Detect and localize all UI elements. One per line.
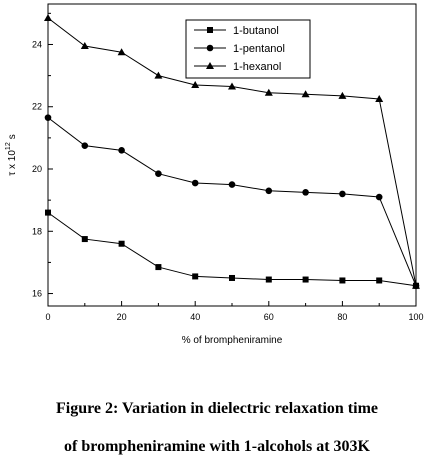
y-tick-label: 18 (32, 226, 42, 236)
data-point-triangle (206, 62, 214, 69)
x-tick-label: 80 (337, 312, 347, 322)
data-point-square (207, 27, 213, 33)
x-tick-label: 0 (45, 312, 50, 322)
data-point-square (265, 276, 272, 283)
series-layer (44, 14, 420, 290)
data-point-triangle (375, 94, 384, 102)
data-point-circle (206, 44, 214, 52)
x-tick-label: 20 (117, 312, 127, 322)
data-point-square (81, 236, 88, 243)
data-point-triangle (117, 48, 126, 56)
legend: 1-butanol 1-pentanol 1-hexanol (185, 19, 311, 79)
legend-label: 1-hexanol (233, 61, 281, 73)
y-tick-label: 20 (32, 164, 42, 174)
data-point-square (376, 277, 383, 284)
data-point-circle (265, 187, 273, 195)
ticks-layer: 0 20 40 60 80 100 16 18 20 22 24 (32, 12, 424, 322)
data-point-square (192, 273, 199, 280)
data-point-circle (81, 142, 89, 149)
data-point-square (155, 264, 162, 271)
y-tick-label: 24 (32, 39, 42, 49)
data-point-circle (375, 193, 383, 201)
y-axis-title-exponent: 12 (5, 142, 12, 150)
y-tick-label: 22 (32, 102, 42, 112)
figure-caption-line-2: of brompheniramine with 1-alcohols at 30… (64, 438, 370, 455)
figure-caption-line-1: Figure 2: Variation in dielectric relaxa… (55, 400, 379, 417)
series-line (47, 212, 417, 287)
series-line (47, 117, 417, 286)
legend-label: 1-butanol (233, 25, 279, 37)
legend-label: 1-pentanol (233, 43, 285, 55)
y-tick-label: 16 (32, 289, 42, 299)
y-axis-title: τ x 1012 s (5, 134, 18, 175)
series-1-pentanol (44, 114, 420, 290)
data-point-circle (155, 170, 162, 177)
data-point-square (118, 240, 125, 247)
x-tick-label: 60 (264, 312, 274, 322)
data-point-circle (191, 179, 199, 187)
x-tick-label: 100 (408, 312, 423, 322)
data-point-triangle (80, 42, 89, 50)
y-axis-title-main: τ x 10 (7, 150, 18, 176)
data-point-triangle (228, 82, 236, 90)
series-1-hexanol (44, 14, 420, 289)
data-point-circle (118, 147, 125, 154)
data-point-square (45, 209, 51, 216)
data-point-triangle (264, 88, 273, 96)
series-1-butanol (45, 209, 419, 289)
data-point-square (229, 274, 235, 281)
data-point-square (302, 276, 309, 283)
data-point-triangle (301, 90, 310, 98)
x-axis-title: % of brompheniramine (182, 335, 283, 346)
data-point-triangle (44, 14, 52, 22)
data-point-circle (339, 190, 346, 198)
x-tick-label: 40 (190, 312, 200, 322)
data-point-triangle (412, 281, 420, 289)
svg-text:τ x 1012s: τ x 1012 s (5, 134, 18, 175)
data-point-triangle (191, 80, 200, 88)
data-point-circle (44, 114, 52, 121)
data-point-circle (302, 189, 309, 196)
data-point-square (339, 277, 346, 284)
data-point-triangle (338, 91, 347, 99)
data-point-triangle (154, 71, 163, 79)
y-axis-title-unit: s (7, 134, 18, 139)
data-point-circle (228, 181, 236, 188)
